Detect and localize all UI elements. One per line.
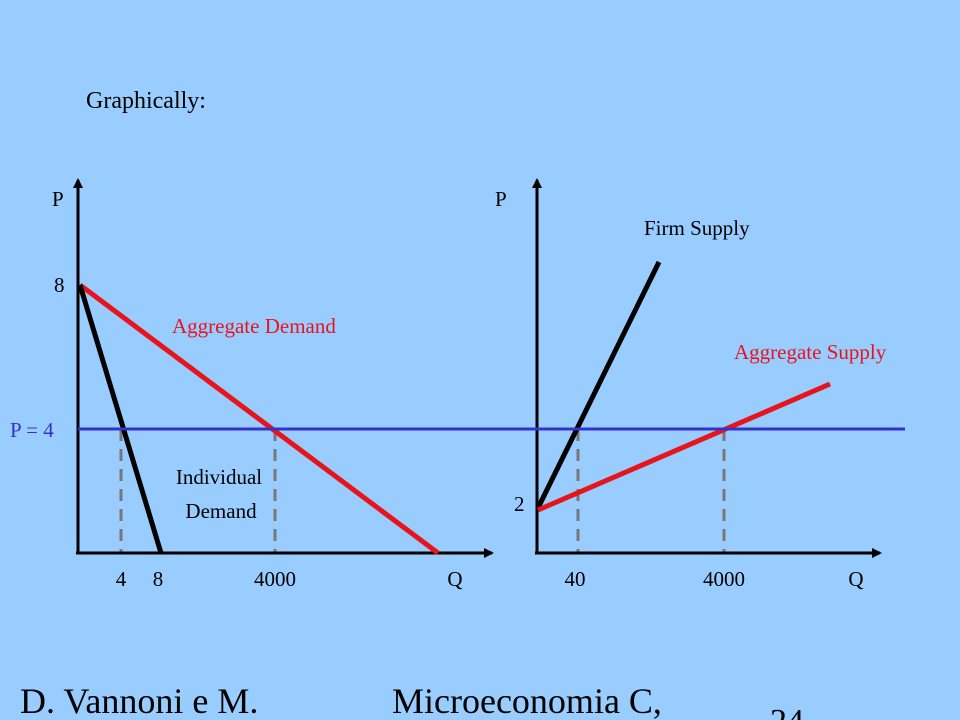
left-x-axis-label: Q — [447, 567, 462, 591]
footer-course: Microeconomia C, — [392, 681, 662, 720]
slide-heading: Graphically: — [86, 88, 206, 114]
aggregate-demand-label: Aggregate Demand — [172, 314, 336, 338]
individual-demand-label-line1: Individual — [176, 465, 262, 489]
right-x-tick-40: 40 — [565, 567, 586, 591]
left-x-tick-4000: 4000 — [254, 567, 296, 591]
aggregate-supply-curve — [537, 381, 831, 513]
right-price-tick-2: 2 — [514, 492, 525, 516]
right-x-tick-4000: 4000 — [703, 567, 745, 591]
footer-author: D. Vannoni e M. — [20, 681, 259, 720]
left-price-tick-8: 8 — [54, 273, 65, 297]
aggregate-demand-curve — [78, 282, 440, 556]
left-x-tick-8: 8 — [153, 567, 164, 591]
left-x-tick-4: 4 — [116, 567, 127, 591]
price-line-label: P = 4 — [10, 418, 54, 442]
individual-demand-label-line2: Demand — [185, 499, 257, 523]
right-y-axis-label: P — [495, 187, 507, 211]
individual-demand-curve — [77, 284, 164, 554]
right-supply-panel: P Firm Supply Aggregate Supply 2 40 4000… — [495, 178, 887, 591]
aggregate-supply-label: Aggregate Supply — [734, 340, 887, 364]
left-y-axis-label: P — [52, 187, 64, 211]
firm-supply-curve — [535, 260, 662, 510]
left-demand-panel: P 8 P = 4 Aggregate Demand Individual De… — [10, 178, 494, 591]
page-number: 24 — [770, 703, 804, 720]
right-x-axis-label: Q — [848, 567, 863, 591]
firm-supply-label: Firm Supply — [644, 216, 750, 240]
